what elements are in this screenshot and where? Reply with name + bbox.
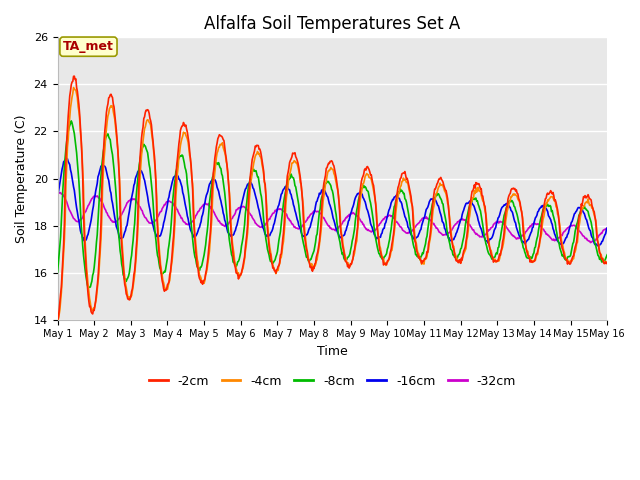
Y-axis label: Soil Temperature (C): Soil Temperature (C) [15,114,28,243]
Text: TA_met: TA_met [63,40,114,53]
X-axis label: Time: Time [317,345,348,358]
Title: Alfalfa Soil Temperatures Set A: Alfalfa Soil Temperatures Set A [204,15,461,33]
Legend: -2cm, -4cm, -8cm, -16cm, -32cm: -2cm, -4cm, -8cm, -16cm, -32cm [144,370,521,393]
